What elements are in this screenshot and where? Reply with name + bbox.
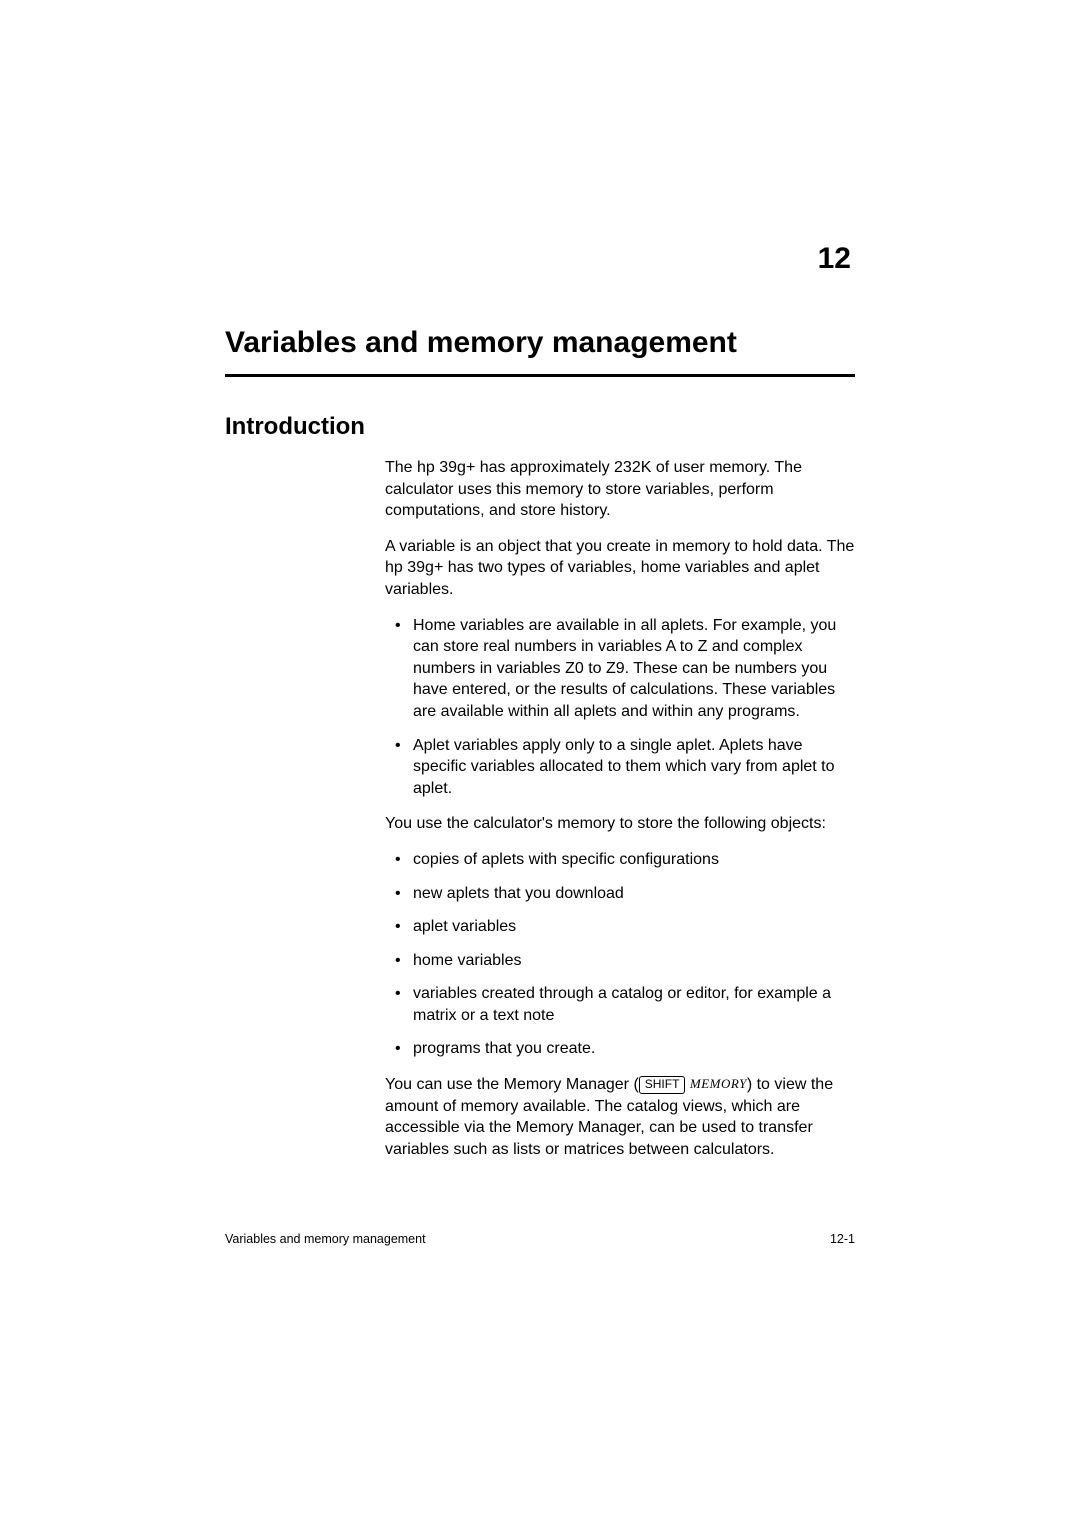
list-item: Aplet variables apply only to a single a… [385,735,855,800]
list-item: aplet variables [385,916,855,938]
body-column: The hp 39g+ has approximately 232K of us… [385,457,855,1160]
bullet-list: Home variables are available in all aple… [385,615,855,800]
list-item: new aplets that you download [385,883,855,905]
list-item: programs that you create. [385,1038,855,1060]
memory-key-icon: MEMORY [690,1076,747,1091]
shift-key-icon: SHIFT [639,1076,686,1094]
paragraph-memory-manager: You can use the Memory Manager (SHIFT ME… [385,1074,855,1160]
page-footer: Variables and memory management 12-1 [225,1232,855,1246]
list-item: home variables [385,950,855,972]
paragraph: You use the calculator's memory to store… [385,813,855,835]
list-item: copies of aplets with specific configura… [385,849,855,871]
footer-right: 12-1 [830,1232,855,1246]
footer-left: Variables and memory management [225,1232,426,1246]
section-title: Introduction [225,413,855,441]
paragraph: The hp 39g+ has approximately 232K of us… [385,457,855,522]
chapter-number: 12 [225,242,855,276]
list-item: Home variables are available in all aple… [385,615,855,723]
bullet-list: copies of aplets with specific configura… [385,849,855,1060]
list-item: variables created through a catalog or e… [385,983,855,1026]
title-rule [225,374,855,377]
paragraph: A variable is an object that you create … [385,536,855,601]
chapter-title: Variables and memory management [225,326,855,360]
page-content: 12 Variables and memory management Intro… [225,242,855,1174]
text-fragment: You can use the Memory Manager ( [385,1076,639,1093]
